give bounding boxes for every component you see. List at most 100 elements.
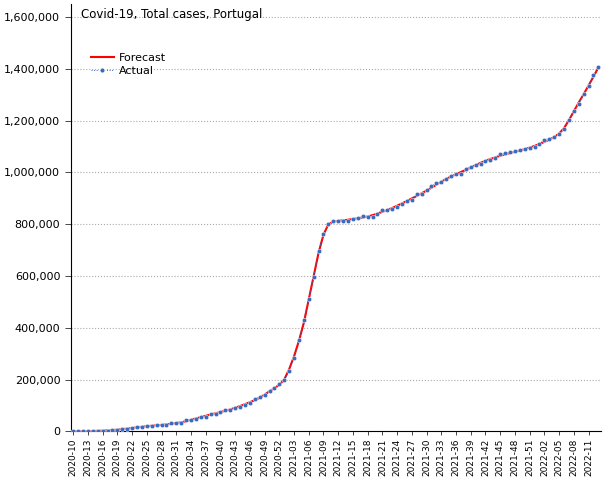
Actual [407,196,417,204]
Actual [569,107,578,115]
Actual [422,187,431,194]
Actual [442,175,451,182]
Actual [127,424,137,432]
Actual [162,421,171,429]
Actual [304,295,313,303]
Actual [117,425,127,433]
Forecast [153,422,160,428]
Forecast [595,65,602,71]
Actual [215,408,225,416]
Actual [319,230,329,238]
Actual [113,426,122,433]
Actual [368,213,378,221]
Actual [142,422,152,430]
Actual [549,133,559,141]
Forecast [123,426,131,432]
Actual [491,154,500,161]
Actual [540,136,549,144]
Actual [309,273,318,280]
Actual [333,217,343,225]
Actual [363,213,373,221]
Actual [245,399,255,407]
Actual [147,422,157,430]
Forecast [70,429,77,434]
Actual [373,210,382,217]
Actual [392,203,402,211]
Actual [589,72,598,79]
Actual [157,421,166,429]
Actual [387,205,397,213]
Actual [343,217,353,225]
Actual [544,135,554,143]
Actual [510,147,520,155]
Actual [594,63,603,71]
Actual [152,421,162,429]
Actual [68,427,78,435]
Actual [231,404,240,411]
Actual [201,413,211,421]
Actual [73,427,83,435]
Actual [382,206,392,214]
Actual [299,316,309,324]
Legend: Forecast, Actual: Forecast, Actual [87,48,171,80]
Actual [461,165,471,173]
Actual [431,179,441,187]
Actual [515,146,525,154]
Actual [260,391,269,399]
Actual [520,145,529,153]
Actual [137,423,147,431]
Actual [353,215,363,222]
Actual [171,419,181,427]
Actual [103,427,113,434]
Actual [83,427,93,435]
Actual [338,217,348,225]
Line: Forecast: Forecast [73,68,598,432]
Actual [240,401,250,408]
Actual [378,206,387,214]
Actual [166,419,176,427]
Actual [348,215,358,222]
Forecast [585,83,592,88]
Text: Covid-19, Total cases, Portugal: Covid-19, Total cases, Portugal [81,9,263,22]
Actual [98,427,108,434]
Actual [88,427,97,435]
Actual [486,156,495,164]
Actual [495,151,505,158]
Actual [220,407,230,414]
Actual [182,416,191,424]
Actual [358,213,368,220]
Actual [289,354,299,362]
Forecast [315,250,322,256]
Actual [476,160,485,168]
Actual [417,190,427,197]
Actual [480,157,490,165]
Actual [235,403,245,411]
Actual [584,82,594,90]
Actual [530,143,540,150]
Actual [554,130,564,138]
Actual [314,247,324,254]
Actual [108,426,117,434]
Actual [579,90,589,97]
Actual [255,393,264,401]
Actual [436,178,446,186]
Actual [446,172,456,180]
Actual [397,201,407,208]
Actual [264,387,274,395]
Actual [280,376,289,384]
Actual [250,396,260,403]
Actual [451,170,461,178]
Actual [505,148,515,156]
Actual [132,424,142,432]
Actual [329,217,338,225]
Forecast [521,146,528,152]
Actual [456,170,466,178]
Actual [176,419,186,426]
Actual [500,149,510,156]
Actual [294,336,304,344]
Actual [466,163,476,170]
Actual [93,427,102,435]
Actual [535,140,545,148]
Actual [525,144,534,152]
Actual [471,161,480,168]
